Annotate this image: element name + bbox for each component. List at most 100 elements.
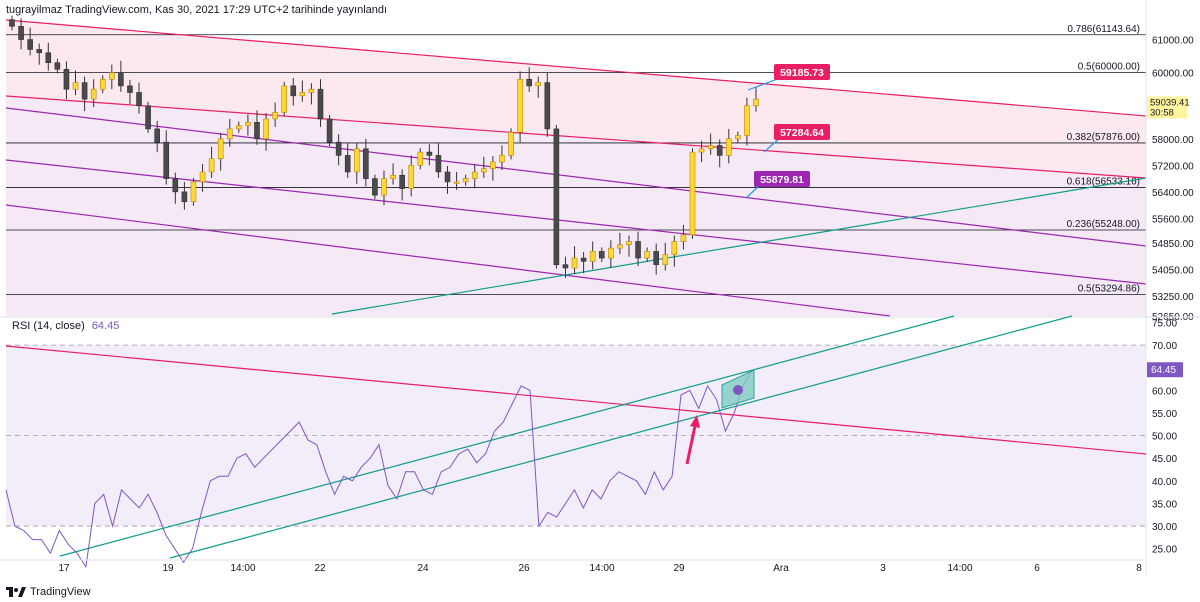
candle <box>535 76 542 98</box>
rsi-line <box>5 369 753 569</box>
candle <box>263 113 269 151</box>
candle <box>72 70 79 96</box>
candle-body-up <box>535 82 542 87</box>
rsi-title-value: 64.45 <box>91 320 120 332</box>
candle-body-up <box>744 105 750 136</box>
time-tick-label: Ara <box>773 563 789 574</box>
fib-label: 0.5(53294.86) <box>1078 284 1140 295</box>
candle <box>236 121 242 133</box>
candle-body-down <box>63 69 70 90</box>
price-badge-value: 59039.41 <box>1150 97 1190 108</box>
fib-label: 0.5(60000.00) <box>1078 62 1140 73</box>
time-tick-label: 3 <box>880 563 886 574</box>
candle-body-up <box>226 128 233 140</box>
rsi-tick-label: 70.00 <box>1152 341 1177 352</box>
time-tick-label: 19 <box>162 563 174 574</box>
fib-label: 0.236(55248.00) <box>1067 219 1140 230</box>
candle-body-up <box>662 254 669 265</box>
candle <box>598 247 605 263</box>
time-axis: 17 19 14:00 22 24 26 14:00 29 Ara 3 14:00 6 8 <box>0 559 1146 574</box>
red-channel-top <box>5 19 1147 117</box>
time-tick-label: 17 <box>58 563 70 574</box>
red-channel-fill <box>6 20 1146 176</box>
candle-body-up <box>608 247 614 259</box>
candle-body-up <box>208 158 215 173</box>
candle <box>453 171 460 190</box>
candle-body-up <box>453 181 460 184</box>
rsi-uptrend-upper <box>59 315 955 557</box>
rsi-uptrend-lower <box>169 315 1073 559</box>
candle-body-up <box>245 122 251 126</box>
candle <box>408 155 415 197</box>
candle-body-up <box>508 131 514 156</box>
candle <box>481 156 487 178</box>
candle <box>290 77 297 106</box>
candle <box>462 174 469 186</box>
candle-body-up <box>517 78 523 133</box>
rsi-tick-label: 35.00 <box>1152 499 1177 510</box>
callout-pointer <box>747 77 781 91</box>
rsi-tick-label: 55.00 <box>1152 409 1177 420</box>
candle-body-up <box>589 251 596 262</box>
candle <box>81 76 88 112</box>
candle <box>226 118 233 147</box>
channel-fills <box>6 20 1146 316</box>
rsi-value-badge: 64.45 <box>1147 362 1183 378</box>
candle <box>344 143 351 178</box>
candle <box>608 240 614 268</box>
callout-text: 55879.81 <box>760 174 804 186</box>
purple-channel-lower <box>5 159 1147 285</box>
candle-body-down <box>54 62 61 70</box>
candle <box>109 64 115 90</box>
channel-lines <box>5 19 1147 317</box>
candle-body-up <box>725 138 732 156</box>
candle <box>707 133 714 155</box>
candle <box>163 130 170 185</box>
candle <box>698 140 705 163</box>
arrow-head <box>690 415 700 428</box>
candle <box>562 256 569 278</box>
candle-body-up <box>671 241 678 256</box>
time-tick-label: 14:00 <box>589 563 614 574</box>
candle <box>118 60 124 92</box>
purple-channel-bottom <box>5 204 891 317</box>
candle <box>36 43 43 65</box>
candle-body-up <box>72 82 79 90</box>
candle-body-up <box>462 178 469 183</box>
candle <box>444 166 451 194</box>
candle-body-down <box>18 25 24 40</box>
callout-box <box>774 64 830 80</box>
candle <box>154 120 160 153</box>
candle <box>617 232 623 255</box>
time-tick-label: 22 <box>314 563 326 574</box>
trend-line <box>331 177 1147 315</box>
purple-channel-mid <box>5 107 1147 247</box>
tradingview-footer[interactable]: TradingView <box>6 586 91 598</box>
price-callout: 57284.64 <box>763 124 830 153</box>
candle-body-up <box>698 148 705 153</box>
rsi-tick-label: 40.00 <box>1152 477 1177 488</box>
candle <box>90 79 97 108</box>
candle-body-down <box>363 148 369 179</box>
candle-body-up <box>99 78 106 90</box>
candle <box>254 110 260 145</box>
candle-body-up <box>707 145 714 150</box>
candle <box>199 164 206 192</box>
price-callout: 59185.73 <box>747 64 830 91</box>
candle <box>626 235 632 257</box>
candle-body-down <box>118 72 124 87</box>
candle <box>644 247 650 263</box>
time-tick-label: 8 <box>1136 563 1142 574</box>
price-tick-label: 53250.00 <box>1152 292 1194 303</box>
candle-body-down <box>526 78 532 87</box>
candle <box>716 139 723 168</box>
candle-body-down <box>553 128 560 265</box>
candle-body-down <box>163 141 170 179</box>
candle-body-up <box>217 138 224 160</box>
candle-body-down <box>399 174 405 189</box>
candle <box>508 128 514 160</box>
candle <box>744 97 750 146</box>
candle <box>753 87 759 112</box>
candle-body-up <box>571 257 578 269</box>
